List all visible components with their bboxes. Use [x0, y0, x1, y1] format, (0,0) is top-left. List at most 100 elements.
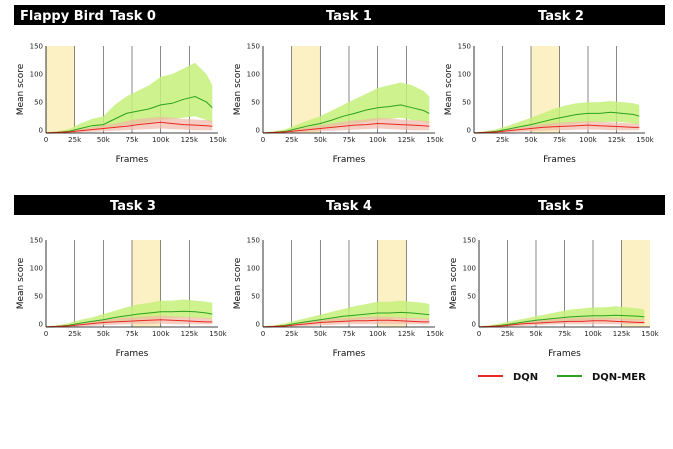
dqn-mer-line	[473, 111, 640, 134]
panel-title-3: Task 3	[110, 199, 156, 214]
x-axis-label: Frames	[116, 349, 149, 359]
x-tick-label: 150k	[426, 330, 444, 338]
y-tick-label: 50	[251, 99, 260, 107]
x-tick-label: 100k	[579, 136, 597, 144]
y-tick-label: 50	[34, 99, 43, 107]
y-tick-label: 150	[30, 43, 43, 51]
legend-label-dqn: DQN	[513, 372, 538, 383]
dqn-band	[46, 116, 213, 133]
panel-title-2: Task 2	[538, 9, 584, 24]
y-tick-label: 0	[256, 321, 260, 329]
x-tick-label: 75k	[343, 330, 357, 338]
dqn-mer-band	[46, 62, 213, 133]
dqn-mer-band	[479, 306, 645, 327]
chart-panel-4: 0 25k 50k 75k 100k 125k 150k 0 50 100 150 Frames Mea…	[233, 237, 445, 360]
panels: 0 25k 50k 75k 100k 125k 150k 0 50 100 150 Frames Mea…	[16, 43, 660, 360]
y-axis-label: Mean score	[16, 63, 26, 115]
legend-label-dqn-mer: DQN-MER	[592, 372, 646, 383]
x-tick-label: 0	[44, 330, 48, 338]
y-tick-label: 150	[463, 237, 476, 245]
y-tick-label: 100	[463, 265, 476, 273]
x-axis-label: Frames	[333, 349, 366, 359]
x-tick-label: 50k	[97, 136, 111, 144]
x-tick-label: 50k	[530, 330, 544, 338]
dqn-mer-line	[262, 104, 430, 134]
x-tick-label: 25k	[285, 136, 299, 144]
x-tick-label: 75k	[126, 330, 140, 338]
x-tick-label: 50k	[314, 330, 328, 338]
x-tick-label: 75k	[343, 136, 357, 144]
y-tick-label: 0	[39, 321, 43, 329]
x-tick-label: 100k	[584, 330, 602, 338]
x-tick-label: 50k	[314, 136, 328, 144]
x-tick-label: 0	[472, 136, 476, 144]
x-tick-label: 100k	[369, 330, 387, 338]
x-tick-label: 25k	[285, 330, 299, 338]
y-axis-label: Mean score	[233, 63, 243, 115]
dqn-line	[262, 319, 430, 328]
dqn-line	[478, 320, 645, 328]
dqn-mer-band	[46, 299, 213, 327]
x-tick-label: 150k	[641, 330, 659, 338]
x-tick-label: 125k	[613, 330, 631, 338]
panel-title-5: Task 5	[538, 199, 584, 214]
legend: DQN DQN-MER	[478, 372, 646, 383]
panel-title-4: Task 4	[326, 199, 372, 214]
x-tick-label: 0	[261, 136, 265, 144]
dqn-mer-band	[474, 101, 640, 133]
y-tick-label: 50	[34, 293, 43, 301]
x-tick-label: 125k	[181, 330, 199, 338]
dqn-line	[473, 124, 640, 134]
y-tick-label: 100	[247, 265, 260, 273]
y-tick-label: 0	[39, 127, 43, 135]
y-tick-label: 150	[30, 237, 43, 245]
y-tick-label: 150	[247, 237, 260, 245]
dqn-line	[262, 122, 430, 134]
y-tick-label: 100	[30, 265, 43, 273]
x-tick-label: 125k	[608, 136, 626, 144]
x-tick-label: 75k	[553, 136, 567, 144]
x-tick-label: 125k	[181, 136, 199, 144]
y-tick-label: 0	[467, 127, 471, 135]
y-axis-label: Mean score	[16, 257, 26, 309]
y-tick-label: 100	[30, 71, 43, 79]
panel-title-1: Task 1	[326, 9, 372, 24]
y-tick-label: 0	[472, 321, 476, 329]
chart-panel-1: 0 25k 50k 75k 100k 125k 150k 0 50 100 150 Frames Mea…	[233, 43, 445, 166]
y-axis-label: Mean score	[444, 63, 454, 115]
y-tick-label: 50	[251, 293, 260, 301]
y-tick-label: 150	[247, 43, 260, 51]
dqn-line	[45, 319, 213, 328]
y-tick-label: 50	[462, 99, 471, 107]
dqn-mer-band	[263, 82, 430, 133]
dqn-line	[45, 121, 213, 134]
x-tick-label: 25k	[501, 330, 515, 338]
chart-panel-2: 0 25k 50k 75k 100k 125k 150k 0 50 100 150 Frames Mea…	[444, 43, 655, 166]
x-tick-label: 0	[261, 330, 265, 338]
chart-panel-3: 0 25k 50k 75k 100k 125k 150k 0 50 100 150 Frames Mea…	[16, 237, 228, 360]
x-axis-label: Frames	[116, 155, 149, 165]
y-axis-label: Mean score	[449, 257, 459, 309]
highlight-region	[46, 46, 75, 133]
dqn-mer-band	[263, 300, 430, 327]
x-tick-label: 0	[44, 136, 48, 144]
x-tick-label: 75k	[558, 330, 572, 338]
y-tick-label: 50	[467, 293, 476, 301]
x-tick-label: 0	[477, 330, 481, 338]
y-tick-label: 100	[458, 71, 471, 79]
x-tick-label: 75k	[126, 136, 140, 144]
chart-panel-0: 0 25k 50k 75k 100k 125k 150k 0 50 100 150 Frames Mea…	[16, 43, 228, 166]
x-tick-label: 125k	[398, 330, 416, 338]
x-tick-label: 25k	[496, 136, 510, 144]
dqn-band	[263, 117, 430, 133]
panel-title-0: Task 0	[110, 9, 156, 24]
bottom-title-bar	[14, 195, 665, 215]
dqn-mer-line	[45, 95, 213, 134]
x-tick-label: 125k	[398, 136, 416, 144]
chart-panel-5: 0 25k 50k 75k 100k 125k 150k 0 50 100 150 Frames Mea…	[449, 237, 660, 360]
x-tick-label: 25k	[68, 136, 82, 144]
x-tick-label: 100k	[369, 136, 387, 144]
top-title-bar	[14, 5, 665, 25]
x-axis-label: Frames	[543, 155, 576, 165]
